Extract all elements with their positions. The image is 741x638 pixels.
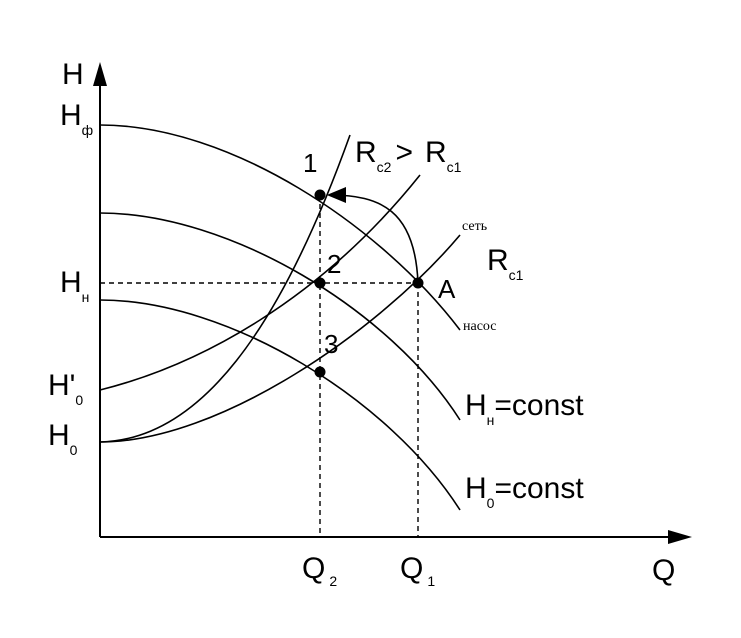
label-sub: c1: [509, 267, 524, 283]
system-curve-h0prime: [99, 174, 421, 391]
point-dot: [314, 277, 326, 289]
network-r-label: Rc1: [487, 244, 524, 283]
pump-curve-hf: [99, 124, 461, 331]
y-axis-label: H: [62, 58, 84, 91]
label-main: H: [60, 266, 82, 299]
label-main: R: [355, 136, 377, 169]
pump-label: насос: [463, 319, 496, 334]
label-sub: ф: [82, 122, 94, 138]
y-arrow: [93, 62, 107, 86]
label-main: H: [465, 472, 487, 505]
network-label: сеть: [462, 219, 487, 234]
point-dot: [314, 366, 326, 378]
label-rest: =const: [494, 389, 584, 422]
label-main: R: [487, 244, 509, 277]
point-dot: [314, 189, 326, 201]
pump-curve-h0: [99, 299, 461, 511]
x-arrow: [668, 530, 692, 544]
label-op: >: [395, 136, 413, 169]
label-sub: н: [487, 412, 495, 428]
point-label: 1: [303, 148, 317, 178]
label-sub: 1: [427, 573, 435, 589]
label-main: H: [48, 419, 70, 452]
label-main: R: [425, 136, 447, 169]
label-sub: 0: [487, 495, 495, 511]
label-rest: =const: [494, 472, 584, 505]
relation-label: Rc2 > Rc1: [355, 136, 462, 175]
h0-const-label: H0=const: [465, 472, 584, 511]
x-axis-label: Q: [652, 554, 675, 587]
label-main: H: [60, 99, 82, 132]
y-label: H0: [48, 419, 78, 458]
point-dot: [412, 277, 424, 289]
pump-curve-hn: [99, 212, 461, 421]
y-label: Hн: [60, 266, 89, 305]
transition-arrow: [326, 187, 419, 284]
point-label: 2: [327, 249, 341, 279]
point-label: 3: [324, 329, 338, 359]
system-curve-rc2: [99, 134, 351, 443]
system-curve-rc1: [99, 234, 461, 443]
label-main: Q: [400, 552, 423, 585]
label-sub: н: [82, 289, 90, 305]
y-label: Hф: [60, 99, 93, 138]
label-sub: 2: [329, 573, 337, 589]
hn-const-label: Hн=const: [465, 389, 584, 428]
label-sub: 0: [75, 392, 83, 408]
label-sub: c1: [447, 159, 462, 175]
label-sub: c2: [377, 159, 392, 175]
label-main: H: [465, 389, 487, 422]
label-main: H': [48, 369, 75, 402]
point-label: A: [438, 274, 456, 304]
label-main: Q: [302, 552, 325, 585]
y-label: H'0: [48, 369, 83, 408]
label-sub: 0: [70, 442, 78, 458]
